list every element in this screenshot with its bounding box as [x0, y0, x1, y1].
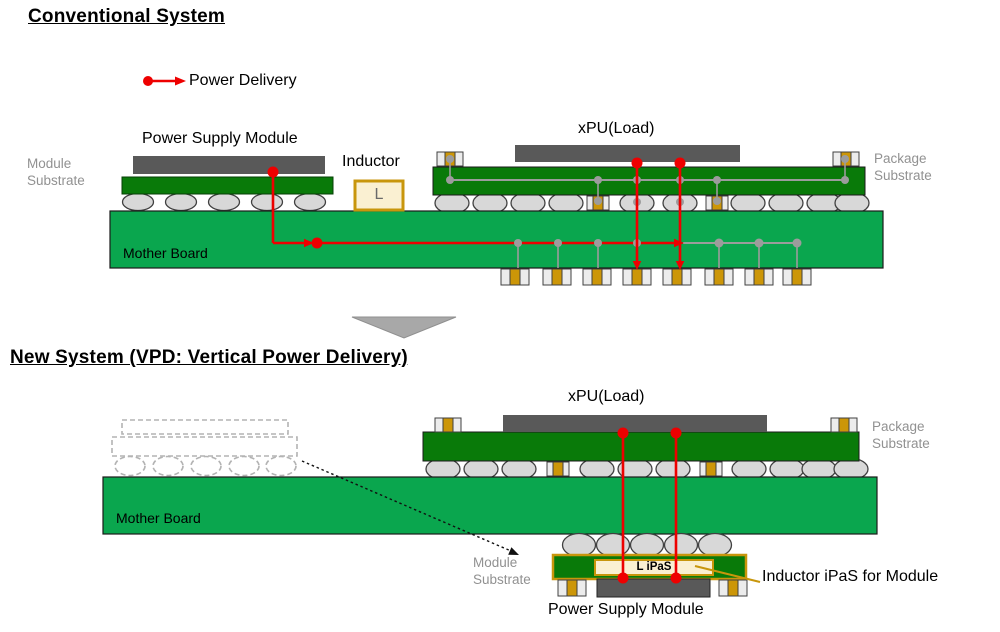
conventional-heading: Conventional System — [28, 6, 226, 27]
inductor-box — [353, 179, 405, 212]
mother-board-label: Mother Board — [116, 510, 201, 526]
power-supply-module-chip — [596, 578, 711, 598]
package-substrate-label: Package Substrate — [874, 151, 932, 183]
module-substrate-label: Module Substrate — [473, 555, 531, 587]
inductor-label: Inductor — [342, 153, 400, 170]
board-traces — [517, 238, 802, 268]
new-system-diagram — [102, 415, 878, 598]
xpu-chip — [515, 145, 740, 162]
solder-ball-row — [561, 532, 733, 558]
inductor-ipas-box — [594, 559, 714, 576]
power-supply-module-label: Power Supply Module — [142, 130, 298, 147]
package-traces — [446, 155, 849, 206]
new-system-heading: New System (VPD: Vertical Power Delivery… — [10, 347, 408, 368]
conventional-diagram — [109, 145, 884, 286]
smd-pad — [718, 579, 748, 597]
callout-line — [694, 565, 761, 583]
solder-ball-row — [425, 457, 869, 481]
smd-pad — [557, 579, 587, 597]
legend-label: Power Delivery — [189, 72, 297, 89]
package-substrate-label: Package Substrate — [872, 419, 930, 451]
board-bottom-pads — [500, 268, 812, 286]
module-substrate-label: Module Substrate — [27, 156, 85, 188]
mother-board — [109, 210, 884, 269]
inductor-symbol: L — [374, 186, 384, 203]
power-delivery-legend-icon — [143, 76, 186, 86]
power-supply-module-label: Power Supply Module — [548, 601, 704, 618]
inductor-ipas-callout-label: Inductor iPaS for Module — [762, 568, 939, 585]
inductor-ipas-chip-label: L iPaS — [636, 561, 672, 573]
mother-board-label: Mother Board — [123, 245, 208, 261]
xpu-label: xPU(Load) — [578, 120, 655, 137]
mother-board — [102, 476, 878, 535]
package-substrate — [422, 431, 860, 462]
power-supply-module-chip — [133, 156, 325, 174]
module-substrate — [121, 176, 334, 195]
xpu-label: xPU(Load) — [568, 388, 645, 405]
transition-arrow-icon — [351, 316, 457, 339]
relocation-arrow — [301, 460, 519, 555]
removed-module-ghost — [111, 419, 298, 477]
solder-ball-row — [121, 191, 870, 215]
power-delivery-path — [267, 157, 686, 270]
vertical-power-delivery-path — [617, 427, 682, 584]
xpu-chip — [503, 415, 767, 432]
